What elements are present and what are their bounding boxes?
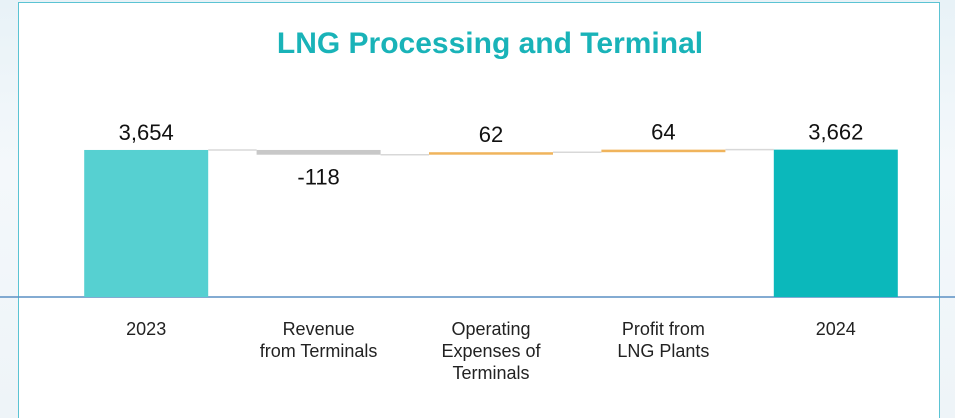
bar xyxy=(773,149,898,297)
value-label: 3,662 xyxy=(808,119,863,144)
x-tick-label: Revenue from Terminals xyxy=(259,319,378,361)
x-tick-label: 2023 xyxy=(126,319,167,339)
value-label: 64 xyxy=(651,119,675,144)
x-tick-label: 2024 xyxy=(815,319,856,339)
x-tick-label: Operating Expenses of Terminals xyxy=(441,319,541,383)
value-label: -118 xyxy=(297,165,339,190)
value-label: 3,654 xyxy=(119,120,174,145)
value-label: 62 xyxy=(479,122,503,147)
x-tick-label: Profit from LNG Plants xyxy=(617,319,710,361)
bar xyxy=(601,149,726,153)
chart-title: LNG Processing and Terminal xyxy=(277,27,703,60)
bar xyxy=(429,152,553,155)
bar xyxy=(256,149,381,155)
bar xyxy=(84,149,209,297)
